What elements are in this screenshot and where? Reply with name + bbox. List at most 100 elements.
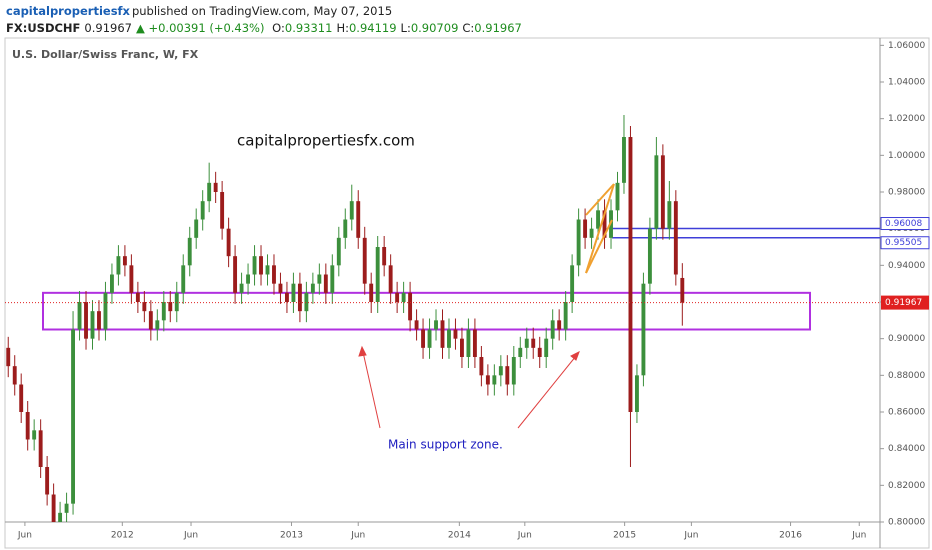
candle-body <box>472 329 477 357</box>
candle-body <box>174 292 179 312</box>
candle-body <box>492 375 497 385</box>
level-label: 0.96008 <box>885 219 922 229</box>
candle-body <box>622 137 626 183</box>
candle-body <box>116 256 121 275</box>
arrows <box>358 345 580 429</box>
x-tick-label: Jun <box>517 531 532 541</box>
candle-body <box>323 274 328 293</box>
candle-body <box>550 320 555 339</box>
candle-body <box>129 265 134 293</box>
x-tick-label: 2014 <box>448 531 471 541</box>
candle-body <box>187 237 192 266</box>
ohlc-label: L: <box>400 21 411 35</box>
candle-body <box>45 467 50 495</box>
y-tick-label: 0.82000 <box>888 481 925 491</box>
x-tick-label: Jun <box>851 531 866 541</box>
candle-body <box>278 283 283 293</box>
candle-body <box>259 256 263 275</box>
candle-body <box>155 320 160 330</box>
candle-body <box>207 182 212 202</box>
price: 0.91967 <box>84 21 132 35</box>
candle-body <box>97 311 101 330</box>
published-text: published on TradingView.com, May 07, 20… <box>131 4 393 18</box>
quote-line: FX:USDCHF 0.91967 ▲ +0.00391 (+0.43%) O:0.… <box>6 21 526 35</box>
candle-body <box>330 265 335 293</box>
x-tick-label: 2012 <box>111 531 134 541</box>
candle-body <box>654 155 659 229</box>
candle-body <box>168 302 173 312</box>
candle-body <box>291 283 296 302</box>
candle-body <box>589 228 594 238</box>
candle-body <box>317 274 322 284</box>
candle-body <box>349 201 354 220</box>
candle-body <box>635 375 639 412</box>
x-tick-label: 2013 <box>280 531 303 541</box>
x-tick-label: 2015 <box>613 531 636 541</box>
candle-body <box>466 329 471 357</box>
y-tick-label: 1.02000 <box>888 114 925 124</box>
candle-body <box>246 274 250 284</box>
candle-body <box>485 375 490 385</box>
candle-body <box>265 265 270 275</box>
candle-body <box>369 283 374 302</box>
candle-body <box>122 256 127 266</box>
candle-body <box>395 292 400 302</box>
candle-body <box>310 283 315 293</box>
ohlc-value: 0.93311 <box>284 21 333 35</box>
y-tick-label: 0.98000 <box>888 188 925 198</box>
candle-body <box>628 137 633 412</box>
y-tick-label: 1.04000 <box>888 78 925 88</box>
wedge <box>585 183 615 274</box>
level-tag <box>880 217 930 231</box>
candle-body <box>615 182 620 211</box>
candle-body <box>71 329 75 504</box>
candle-body <box>544 338 549 357</box>
candle-body <box>38 430 43 467</box>
candle-body <box>64 503 69 513</box>
candle-body <box>58 512 63 522</box>
candle-body <box>408 292 413 321</box>
watermark: capitalpropertiesfx.com <box>237 132 415 150</box>
candle-body <box>557 320 562 330</box>
candle-body <box>414 320 419 330</box>
candle-body <box>252 256 257 275</box>
candle-body <box>226 228 231 257</box>
candle-body <box>583 219 588 238</box>
candle-body <box>84 302 88 339</box>
candle-body <box>161 302 166 321</box>
candle-body <box>103 292 108 330</box>
candle-body <box>388 265 393 293</box>
candle-body <box>110 274 114 293</box>
candle-body <box>434 320 438 330</box>
publisher[interactable]: capitalpropertiesfx <box>6 4 130 18</box>
y-tick-label: 0.94000 <box>888 261 925 271</box>
y-tick-label: 0.88000 <box>888 371 925 381</box>
candle-body <box>505 366 510 385</box>
candle-body <box>194 219 199 238</box>
candle-body <box>479 357 484 376</box>
level-tag <box>880 236 930 250</box>
candle-body <box>596 210 600 229</box>
candle-body <box>453 329 458 339</box>
candle-body <box>135 292 140 302</box>
candle-body <box>51 494 56 522</box>
candle-body <box>25 412 30 440</box>
candle-body <box>427 329 432 348</box>
candle-body <box>382 247 387 266</box>
x-tick-label: Jun <box>683 531 698 541</box>
candle-body <box>239 283 244 293</box>
x-tick-label: Jun <box>350 531 365 541</box>
candle-body <box>460 338 464 357</box>
candle-body <box>440 320 445 348</box>
candle-body <box>90 311 95 339</box>
annotation: Main support zone. <box>388 438 503 452</box>
y-tick-label: 0.80000 <box>888 518 925 528</box>
candle-body <box>213 182 218 192</box>
candle-body <box>297 283 302 312</box>
candle-body <box>233 256 238 293</box>
candle-body <box>362 237 367 284</box>
ohlc-label: H: <box>336 21 349 35</box>
plot <box>5 115 880 522</box>
